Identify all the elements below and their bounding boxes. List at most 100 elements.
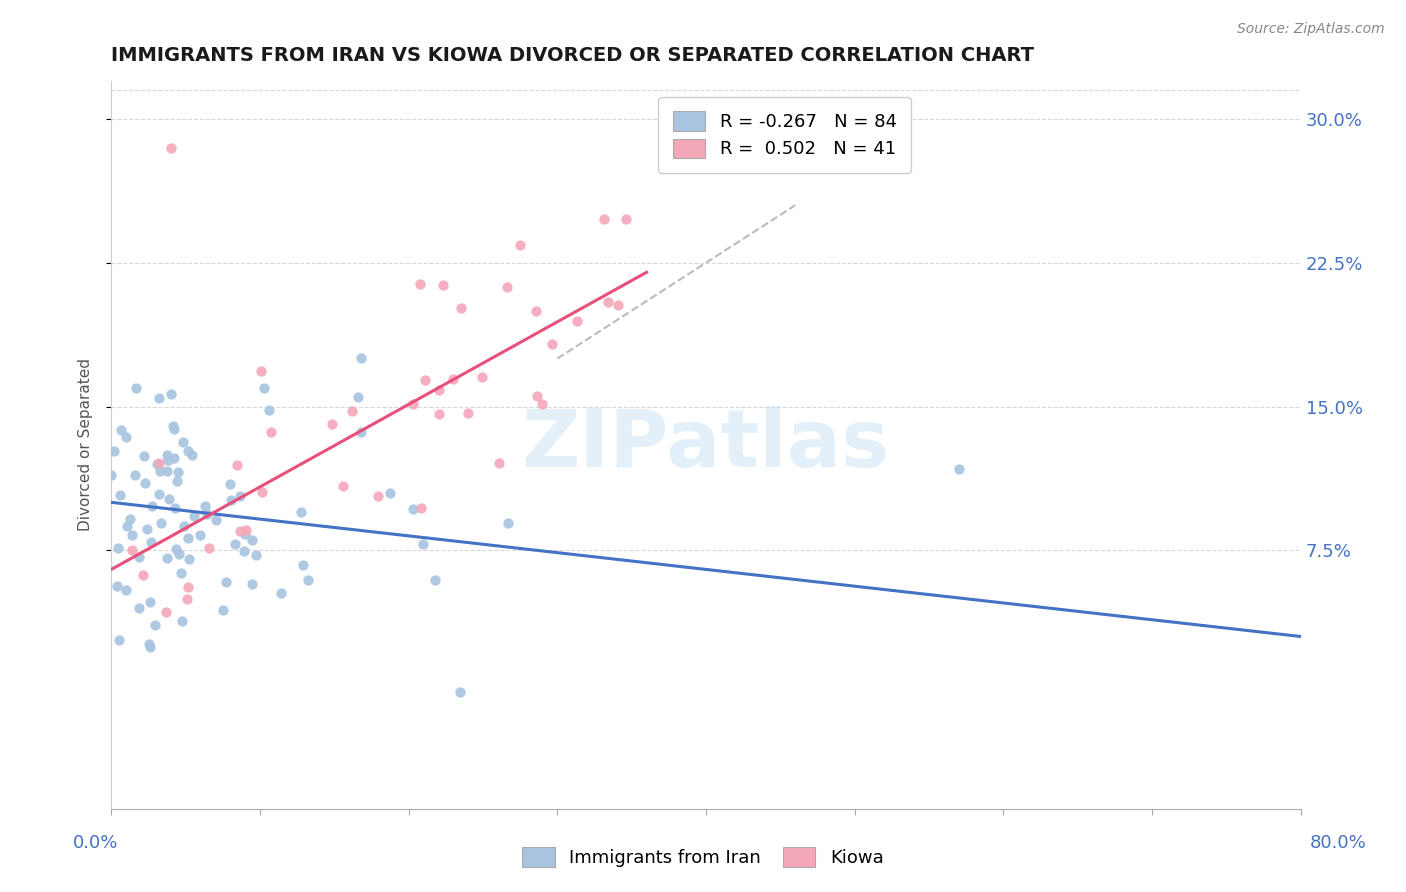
Point (145, 457, 167, 471)
Point (150, 516, 173, 530)
Point (103, 443, 125, 458)
Point (526, 389, 548, 403)
Point (128, 550, 150, 565)
Point (496, 280, 519, 294)
Point (290, 505, 312, 519)
Point (194, 500, 217, 514)
Point (229, 489, 252, 503)
Point (115, 430, 138, 444)
Point (139, 640, 162, 655)
Point (170, 614, 193, 628)
Point (488, 456, 510, 470)
Point (219, 493, 242, 508)
Point (530, 397, 553, 411)
Point (165, 542, 187, 557)
Point (121, 543, 143, 558)
Point (402, 396, 425, 410)
Point (166, 475, 188, 489)
Point (257, 403, 280, 417)
Legend: R = -0.267   N = 84, R =  0.502   N = 41: R = -0.267 N = 84, R = 0.502 N = 41 (658, 97, 911, 173)
Point (183, 509, 205, 524)
Point (177, 580, 200, 594)
Point (233, 527, 256, 541)
Point (156, 551, 179, 566)
Point (215, 574, 238, 589)
Y-axis label: Divorced or Separated: Divorced or Separated (79, 359, 93, 532)
Point (423, 573, 446, 587)
Text: ZIPatlas: ZIPatlas (522, 406, 890, 483)
Point (350, 351, 373, 365)
Point (606, 298, 628, 312)
Point (415, 373, 437, 387)
Point (148, 392, 170, 406)
Point (169, 566, 191, 581)
Point (449, 685, 471, 699)
Point (367, 489, 389, 503)
Point (120, 512, 142, 526)
Point (105, 579, 128, 593)
Point (457, 406, 479, 420)
Point (195, 508, 218, 522)
Point (124, 468, 146, 483)
Point (347, 390, 370, 404)
Point (115, 582, 138, 597)
Point (240, 576, 263, 591)
Point (412, 537, 434, 551)
Point (450, 301, 472, 315)
Point (948, 462, 970, 476)
Point (107, 541, 129, 556)
Point (157, 453, 180, 467)
Point (378, 485, 401, 500)
Point (115, 518, 138, 533)
Text: 0.0%: 0.0% (73, 834, 118, 852)
Point (509, 238, 531, 252)
Point (498, 516, 520, 530)
Point (180, 448, 202, 462)
Point (159, 141, 181, 155)
Point (165, 501, 187, 516)
Point (205, 513, 228, 527)
Point (427, 407, 450, 421)
Point (177, 551, 200, 566)
Point (340, 403, 363, 417)
Point (138, 637, 160, 651)
Point (100, 467, 122, 482)
Point (163, 451, 186, 466)
Point (177, 444, 200, 458)
Point (592, 212, 614, 227)
Point (157, 491, 180, 506)
Point (148, 456, 170, 470)
Point (149, 464, 172, 478)
Point (441, 371, 464, 385)
Point (471, 369, 494, 384)
Point (160, 387, 183, 401)
Point (224, 537, 246, 551)
Point (177, 531, 200, 545)
Point (173, 518, 195, 533)
Point (156, 448, 179, 462)
Point (132, 568, 155, 582)
Point (332, 478, 354, 492)
Point (402, 501, 425, 516)
Point (139, 535, 162, 549)
Point (598, 295, 620, 310)
Point (198, 541, 221, 556)
Point (156, 464, 179, 478)
Point (567, 314, 589, 328)
Point (163, 422, 186, 436)
Point (108, 488, 131, 502)
Point (172, 435, 194, 450)
Point (155, 605, 177, 619)
Point (108, 632, 131, 647)
Point (143, 618, 166, 632)
Point (226, 458, 249, 472)
Point (139, 595, 162, 609)
Point (250, 485, 273, 500)
Point (148, 487, 170, 501)
Point (167, 547, 190, 561)
Text: IMMIGRANTS FROM IRAN VS KIOWA DIVORCED OR SEPARATED CORRELATION CHART: IMMIGRANTS FROM IRAN VS KIOWA DIVORCED O… (111, 46, 1035, 65)
Point (350, 425, 373, 439)
Point (218, 477, 240, 491)
Point (427, 384, 450, 398)
Point (134, 476, 156, 491)
